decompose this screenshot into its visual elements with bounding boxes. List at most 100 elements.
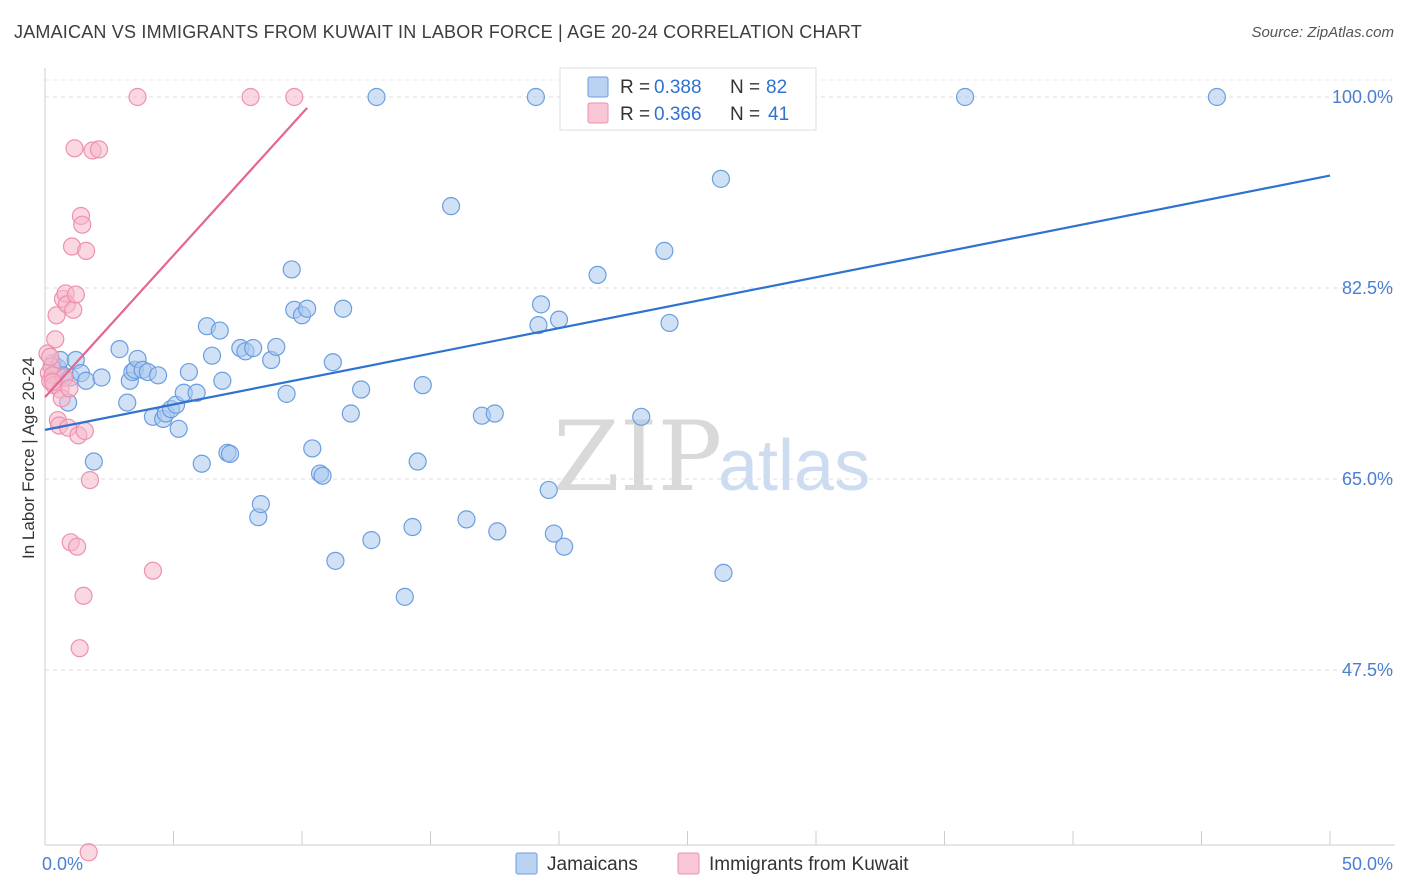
- legend-n-label-jamaicans: N =: [730, 77, 760, 98]
- kuwait-point: [79, 843, 98, 862]
- jamaicans-points: [43, 87, 1227, 606]
- axes: [44, 68, 1395, 846]
- kuwait-point: [46, 330, 65, 349]
- jamaicans-point: [955, 87, 975, 107]
- jamaicans-point: [303, 439, 322, 458]
- kuwait-point: [66, 285, 85, 304]
- chart-title: JAMAICAN VS IMMIGRANTS FROM KUWAIT IN LA…: [14, 22, 862, 42]
- jamaicans-point: [352, 380, 371, 399]
- legend-n-value-jamaicans: 82: [766, 77, 787, 98]
- jamaicans-point: [632, 407, 651, 426]
- jamaicans-point: [441, 197, 461, 216]
- kuwait-point: [128, 87, 147, 107]
- jamaicans-point: [169, 419, 188, 438]
- jamaicans-point: [202, 346, 222, 365]
- gridlines: [45, 79, 1395, 671]
- jamaicans-point: [403, 517, 422, 537]
- jamaicans-point: [118, 393, 137, 412]
- kuwait-point: [43, 372, 62, 391]
- kuwait-point: [143, 561, 163, 580]
- jamaicans-point: [711, 169, 731, 188]
- legend-r-value-kuwait: 0.366: [654, 104, 702, 125]
- legend-swatch-kuwait: [587, 102, 609, 124]
- jamaicans-point: [531, 295, 551, 314]
- watermark: ZIP atlas: [553, 401, 870, 513]
- jamaicans-point: [526, 87, 545, 107]
- jamaicans-point: [539, 480, 558, 500]
- jamaicans-point: [408, 452, 427, 471]
- jamaicans-point: [1207, 87, 1227, 107]
- kuwait-points: [38, 87, 304, 862]
- y-axis-label: In Labor Force | Age 20-24: [19, 357, 38, 559]
- jamaicans-point: [210, 321, 229, 340]
- kuwait-point: [285, 87, 304, 107]
- jamaicans-point: [187, 383, 206, 402]
- jamaicans-point: [334, 299, 353, 318]
- jamaicans-point: [313, 466, 332, 485]
- kuwait-point: [60, 379, 79, 398]
- kuwait-point: [80, 470, 100, 490]
- jamaicans-point: [544, 524, 563, 543]
- legend-n-value-kuwait: 41: [768, 104, 789, 125]
- jamaicans-point: [549, 310, 569, 329]
- legend-n-label-kuwait: N =: [730, 104, 760, 125]
- trend-lines: [44, 107, 1331, 431]
- jamaicans-point: [714, 563, 733, 582]
- jamaicans-point: [244, 338, 263, 358]
- jamaicans-point: [267, 337, 286, 357]
- jamaicans-point: [660, 313, 679, 333]
- jamaicans-point: [326, 551, 345, 570]
- kuwait-point: [68, 537, 87, 556]
- jamaicans-point: [298, 299, 317, 318]
- kuwait-point: [65, 139, 84, 158]
- top-legend: R = 0.388 N = 82 R = 0.366 N = 41: [559, 67, 817, 131]
- kuwait-point: [241, 87, 260, 107]
- jamaicans-point: [251, 495, 270, 514]
- y-tick-label: 100.0%: [1332, 87, 1393, 107]
- kuwait-point: [73, 215, 92, 234]
- bottom-legend-label-kuwait: Immigrants from Kuwait: [709, 854, 909, 875]
- jamaicans-point: [323, 353, 342, 372]
- kuwait-point: [89, 140, 109, 159]
- jamaicans-point: [367, 87, 386, 107]
- jamaicans-point: [485, 404, 504, 423]
- legend-r-label-jamaicans: R =: [620, 77, 650, 98]
- y-tick-label: 82.5%: [1342, 278, 1393, 298]
- y-tick-label: 47.5%: [1342, 660, 1393, 680]
- bottom-legend-swatch-kuwait: [677, 852, 700, 875]
- jamaicans-point: [110, 340, 129, 359]
- x-tick-label-max: 50.0%: [1342, 854, 1393, 874]
- jamaicans-point: [179, 362, 199, 382]
- jamaicans-point: [395, 587, 414, 606]
- jamaicans-point: [84, 452, 103, 471]
- jamaicans-point: [277, 384, 296, 403]
- jamaicans-point: [192, 454, 211, 473]
- bottom-legend: Jamaicans Immigrants from Kuwait: [515, 852, 909, 875]
- jamaicans-point: [220, 444, 240, 463]
- jamaicans-point: [92, 368, 111, 387]
- legend-r-value-jamaicans: 0.388: [654, 77, 702, 98]
- jamaicans-point: [655, 241, 674, 260]
- jamaicans-point: [213, 371, 232, 390]
- jamaicans-point: [413, 376, 432, 395]
- kuwait-point: [77, 241, 96, 260]
- legend-swatch-jamaicans: [587, 76, 609, 98]
- source-label: Source: ZipAtlas.com: [1251, 24, 1394, 41]
- kuwait-trend-line: [44, 107, 308, 398]
- kuwait-point: [41, 347, 60, 366]
- jamaicans-point: [588, 265, 607, 285]
- bottom-legend-label-jamaicans: Jamaicans: [547, 854, 638, 875]
- kuwait-point: [70, 639, 89, 658]
- kuwait-point: [74, 586, 93, 605]
- watermark-atlas: atlas: [718, 426, 870, 506]
- jamaicans-point: [529, 316, 548, 335]
- y-tick-label: 65.0%: [1342, 469, 1393, 489]
- jamaicans-point: [488, 522, 507, 541]
- bottom-legend-swatch-jamaicans: [515, 852, 538, 875]
- jamaicans-point: [282, 260, 301, 279]
- jamaicans-point: [77, 371, 96, 390]
- jamaicans-trend-line: [44, 174, 1331, 431]
- jamaicans-point: [457, 510, 476, 529]
- jamaicans-point: [362, 531, 381, 550]
